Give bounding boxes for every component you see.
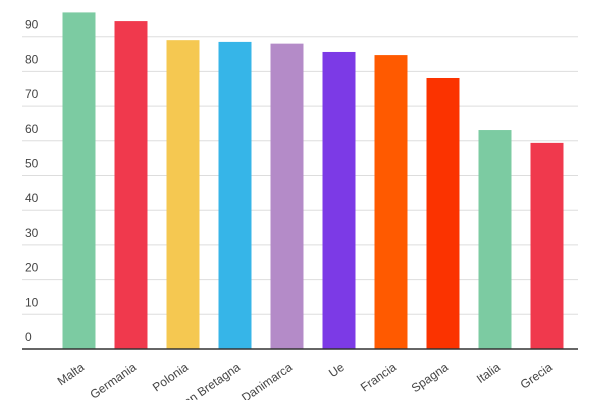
- bar: [270, 43, 304, 349]
- bar: [62, 12, 96, 349]
- x-tick-label: Italia: [474, 360, 503, 386]
- bar: [166, 40, 200, 350]
- x-tick-label: Francia: [358, 360, 399, 395]
- y-tick-label: 0: [25, 330, 32, 344]
- x-tick-label: Malta: [55, 360, 87, 388]
- y-tick-label: 30: [25, 226, 39, 240]
- bar: [426, 77, 460, 350]
- bar: [478, 130, 512, 349]
- y-tick-label: 10: [25, 295, 39, 309]
- bar: [322, 51, 356, 350]
- x-tick-label: Ue: [326, 360, 347, 380]
- y-tick-label: 40: [25, 191, 39, 205]
- bar: [114, 21, 148, 350]
- y-tick-label: 50: [25, 157, 39, 171]
- x-tick-label: Danimarca: [239, 360, 295, 400]
- y-tick-label: 70: [25, 87, 39, 101]
- y-tick-label: 20: [25, 261, 39, 275]
- x-tick-label: Polonia: [150, 360, 191, 395]
- bar: [218, 41, 252, 349]
- bar: [374, 55, 408, 349]
- bar: [530, 142, 564, 349]
- y-tick-label: 80: [25, 52, 39, 66]
- x-tick-label: Grecia: [518, 360, 555, 392]
- y-tick-label: 60: [25, 122, 39, 136]
- y-tick-label: 90: [25, 18, 39, 32]
- x-tick-label: Spagna: [409, 360, 451, 395]
- x-tick-label: Germania: [88, 360, 139, 400]
